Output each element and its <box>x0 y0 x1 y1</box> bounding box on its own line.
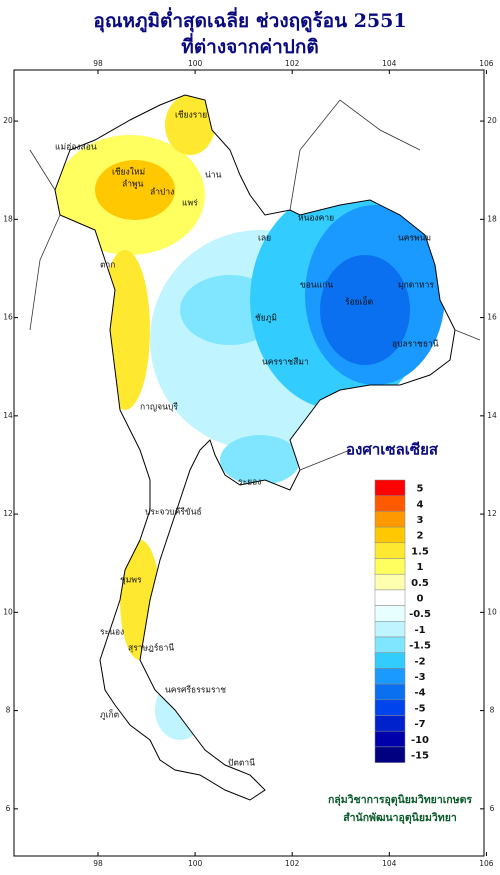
place-label: สุราษฎร์ธานี <box>128 643 174 654</box>
legend-swatch <box>374 715 406 732</box>
place-label: นครพนม <box>398 234 431 244</box>
legend-label: -7 <box>414 719 425 730</box>
legend-label: -2 <box>414 656 425 667</box>
y-tick-label: 12 <box>487 509 497 518</box>
place-label: นครราชสีมา <box>262 357 309 368</box>
legend-label: 2 <box>417 531 424 542</box>
legend-swatch <box>374 652 406 669</box>
place-label: ร้อยเอ็ด <box>345 296 373 308</box>
y-tick-label: 18 <box>3 214 13 223</box>
x-tick-label: 98 <box>93 59 103 68</box>
place-label: นครศรีธรรมราช <box>165 685 226 696</box>
legend-swatch <box>374 730 406 748</box>
x-tick-label: 102 <box>285 859 300 868</box>
legend-swatch <box>374 495 406 512</box>
y-tick-label: 20 <box>3 116 13 125</box>
legend-label: -0.5 <box>409 609 431 620</box>
y-tick-label: 12 <box>3 509 13 518</box>
legend-label: -3 <box>414 672 425 683</box>
legend-label: 3 <box>417 515 424 526</box>
legend-swatch <box>374 699 406 716</box>
place-label: ระยอง <box>238 478 261 488</box>
place-label: ระนอง <box>100 628 124 638</box>
legend-label: -5 <box>414 703 425 714</box>
legend-swatch <box>374 621 406 638</box>
place-label: มุกดาหาร <box>398 281 434 291</box>
y-tick-label: 6 <box>490 804 495 813</box>
legend-swatch <box>374 526 406 544</box>
legend-swatch <box>374 558 406 575</box>
place-label: เชียงใหม่ <box>112 167 145 178</box>
legend-swatch <box>374 511 406 528</box>
place-label: เลย <box>258 234 271 244</box>
legend-title: องศาเซลเซียส <box>346 441 439 459</box>
title: ที่ต่างจากค่าปกติ <box>181 33 318 58</box>
place-label: แพร่ <box>182 199 198 209</box>
legend-swatch <box>374 746 406 763</box>
place-label: หนองคาย <box>298 214 334 224</box>
legend-swatch <box>374 605 406 622</box>
y-tick-label: 20 <box>487 116 497 125</box>
y-tick-label: 6 <box>6 804 11 813</box>
x-tick-label: 100 <box>188 59 203 68</box>
legend-label: 1.5 <box>411 546 429 557</box>
legend-label: 5 <box>417 484 424 495</box>
place-label: ลำปาง <box>150 188 174 198</box>
x-tick-label: 106 <box>479 59 494 68</box>
place-label: ภูเก็ต <box>100 709 119 721</box>
y-tick-label: 16 <box>3 313 13 322</box>
credit: กลุ่มวิชาการอุตุนิยมวิทยาเกษตร <box>328 794 472 807</box>
legend-label: -4 <box>414 688 425 699</box>
place-label: ชุมพร <box>120 576 142 586</box>
place-label: ตาก <box>100 261 115 271</box>
legend-label: -15 <box>411 751 429 762</box>
place-label: อุบลราชธานี <box>392 339 439 350</box>
place-label: กาญจนบุรี <box>140 402 178 413</box>
legend-label: 0 <box>417 594 424 605</box>
y-tick-label: 8 <box>490 706 495 715</box>
place-label: ประจวบคีรีขันธ์ <box>145 507 202 518</box>
y-tick-label: 8 <box>6 706 11 715</box>
neighbour-border <box>29 99 481 471</box>
x-tick-label: 104 <box>382 859 397 868</box>
x-tick-label: 102 <box>285 59 300 68</box>
place-label: เชียงราย <box>175 110 207 121</box>
y-tick-label: 18 <box>487 214 497 223</box>
y-tick-label: 14 <box>487 411 497 420</box>
place-label: น่าน <box>205 171 222 181</box>
legend-swatch <box>374 573 406 591</box>
place-label: ชัยภูมิ <box>255 314 277 324</box>
legend-label: -1 <box>414 625 425 636</box>
legend-label: 1 <box>417 562 424 573</box>
legend-label: 4 <box>417 499 424 510</box>
legend-label: 0.5 <box>411 578 429 589</box>
legend-swatch <box>374 479 406 496</box>
y-tick-label: 14 <box>3 411 13 420</box>
legend-swatch <box>374 542 406 559</box>
y-tick-label: 10 <box>3 607 13 616</box>
legend-swatch <box>374 668 406 685</box>
x-tick-label: 98 <box>93 859 103 868</box>
legend-label: -1.5 <box>409 641 431 652</box>
place-label: ปัตตานี <box>228 758 255 769</box>
y-tick-label: 10 <box>487 607 497 616</box>
place-label: ลำพูน <box>122 180 144 190</box>
x-tick-label: 106 <box>479 859 494 868</box>
place-label: แม่ฮ่องสอน <box>55 143 97 153</box>
x-tick-label: 100 <box>188 859 203 868</box>
y-tick-label: 16 <box>487 313 497 322</box>
legend-swatch <box>374 589 406 606</box>
x-tick-label: 104 <box>382 59 397 68</box>
legend-swatch <box>374 636 406 653</box>
title: อุณหภูมิต่ำสุดเฉลี่ย ช่วงฤดูร้อน 2551 <box>93 7 406 33</box>
credit: สำนักพัฒนาอุตุนิยมวิทยา <box>343 812 457 825</box>
legend-label: -10 <box>411 735 429 746</box>
legend-swatch <box>374 683 406 701</box>
place-label: ขอนแก่น <box>300 281 333 291</box>
